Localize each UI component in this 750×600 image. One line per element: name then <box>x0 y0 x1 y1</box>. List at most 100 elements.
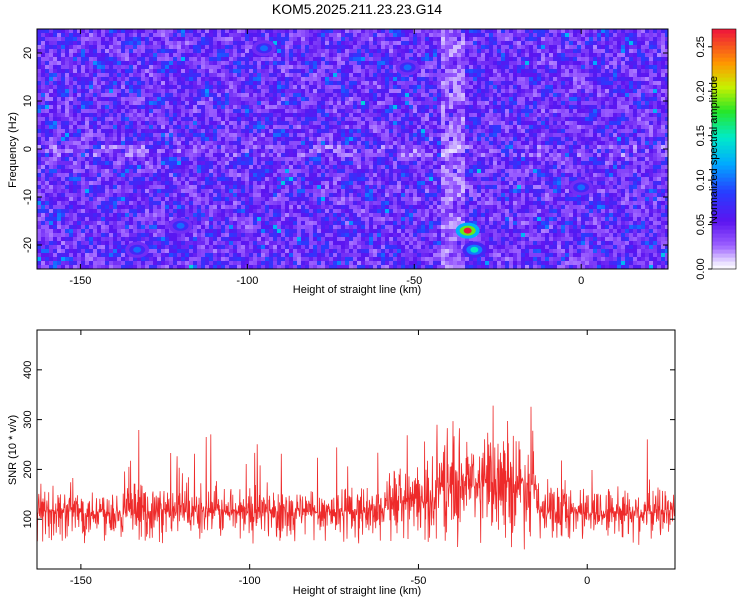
heatmap-cell <box>273 105 278 110</box>
heatmap-cell <box>401 53 406 58</box>
heatmap-cell <box>465 65 470 70</box>
heatmap-cell <box>605 53 610 58</box>
heatmap-cell <box>409 77 414 82</box>
heatmap-cell <box>581 121 586 126</box>
heatmap-cell <box>633 89 638 94</box>
heatmap-cell <box>573 129 578 134</box>
heatmap-cell <box>333 45 338 50</box>
heatmap-cell <box>45 45 50 50</box>
heatmap-cell <box>57 57 62 62</box>
heatmap-cell <box>261 89 266 94</box>
heatmap-cell <box>209 153 214 158</box>
heatmap-cell <box>181 109 186 114</box>
heatmap-cell <box>533 89 538 94</box>
heatmap-cell <box>233 117 238 122</box>
heatmap-cell <box>125 141 130 146</box>
heatmap-cell <box>525 129 530 134</box>
heatmap-cell <box>417 69 422 74</box>
heatmap-cell <box>637 93 642 98</box>
heatmap-cell <box>477 93 482 98</box>
heatmap-cell <box>497 93 502 98</box>
heatmap-cell <box>201 121 206 126</box>
heatmap-cell <box>625 93 630 98</box>
heatmap-cell <box>85 49 90 54</box>
heatmap-cell <box>633 61 638 66</box>
heatmap-cell <box>525 81 530 86</box>
heatmap-cell <box>181 37 186 42</box>
heatmap-cell <box>121 141 126 146</box>
heatmap-cell <box>377 85 382 90</box>
heatmap-cell <box>289 65 294 70</box>
heatmap-cell <box>121 69 126 74</box>
heatmap-cell <box>85 97 90 102</box>
heatmap-cell <box>429 73 434 78</box>
heatmap-cell <box>165 129 170 134</box>
heatmap-cell <box>649 77 654 82</box>
heatmap-cell <box>497 57 502 62</box>
heatmap-cell <box>421 129 426 134</box>
heatmap-cell <box>133 129 138 134</box>
heatmap-cell <box>461 73 466 78</box>
heatmap-cell <box>369 37 374 42</box>
heatmap-cell <box>349 77 354 82</box>
heatmap-cell <box>441 37 446 42</box>
heatmap-cell <box>65 149 70 154</box>
heatmap-cell <box>189 33 194 38</box>
heatmap-cell <box>429 49 434 54</box>
heatmap-cell <box>337 105 342 110</box>
heatmap-cell <box>605 129 610 134</box>
heatmap-cell <box>169 81 174 86</box>
heatmap-cell <box>341 105 346 110</box>
heatmap-cell <box>597 149 602 154</box>
heatmap-cell <box>577 49 582 54</box>
heatmap-cell <box>37 113 42 118</box>
heatmap-cell <box>209 77 214 82</box>
heatmap-cell <box>493 53 498 58</box>
heatmap-cell <box>241 129 246 134</box>
heatmap-cell <box>133 121 138 126</box>
heatmap-cell <box>137 81 142 86</box>
heatmap-cell <box>529 33 534 38</box>
heatmap-cell <box>353 61 358 66</box>
heatmap-cell <box>289 145 294 150</box>
heatmap-cell <box>73 77 78 82</box>
heatmap-cell <box>117 117 122 122</box>
heatmap-cell <box>533 145 538 150</box>
heatmap-cell <box>469 57 474 62</box>
heatmap-cell <box>445 45 450 50</box>
heatmap-cell <box>141 141 146 146</box>
heatmap-cell <box>201 125 206 130</box>
heatmap-cell <box>161 125 166 130</box>
heatmap-cell <box>317 41 322 46</box>
heatmap-cell <box>501 121 506 126</box>
heatmap-cell <box>453 33 458 38</box>
heatmap-cell <box>277 81 282 86</box>
heatmap-cell <box>249 73 254 78</box>
heatmap-cell <box>241 53 246 58</box>
heatmap-cell <box>201 117 206 122</box>
heatmap-cell <box>241 29 246 34</box>
heatmap-cell <box>537 125 542 130</box>
heatmap-cell <box>489 45 494 50</box>
heatmap-cell <box>337 113 342 118</box>
heatmap-cell <box>41 113 46 118</box>
heatmap-cell <box>113 97 118 102</box>
heatmap-cell <box>557 105 562 110</box>
heatmap-cell <box>209 45 214 50</box>
heatmap-cell <box>529 137 534 142</box>
heatmap-cell <box>449 121 454 126</box>
heatmap-cell <box>385 105 390 110</box>
heatmap-cell <box>329 89 334 94</box>
heatmap-cell <box>441 141 446 146</box>
heatmap-cell <box>541 65 546 70</box>
heatmap-cell <box>613 77 618 82</box>
heatmap-cell <box>61 117 66 122</box>
heatmap-cell <box>205 109 210 114</box>
heatmap-cell <box>353 69 358 74</box>
heatmap-cell <box>413 29 418 34</box>
heatmap-cell <box>257 73 262 78</box>
heatmap-cell <box>321 89 326 94</box>
heatmap-cell <box>501 65 506 70</box>
heatmap-cell <box>421 145 426 150</box>
heatmap-cell <box>69 105 74 110</box>
